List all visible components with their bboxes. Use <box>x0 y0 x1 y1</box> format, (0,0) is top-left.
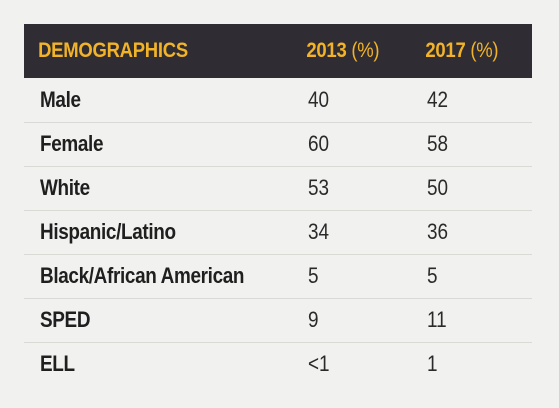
table-row: Black/African American 5 5 <box>24 254 532 298</box>
value-2017: 5 <box>427 263 438 288</box>
value-2013: 5 <box>308 263 319 288</box>
table-row: ELL <1 1 <box>24 342 532 386</box>
row-label: SPED <box>40 307 91 332</box>
header-2013: 2013 (%) <box>306 39 380 62</box>
table-body: Male 40 42 Female 60 58 White 53 50 Hisp… <box>24 78 532 386</box>
row-label: White <box>40 175 90 200</box>
value-2017: 58 <box>427 131 449 156</box>
value-2017: 11 <box>427 307 447 332</box>
header-row: DEMOGRAPHICS 2013 (%) 2017 (%) <box>24 24 532 78</box>
demographics-table-container: DEMOGRAPHICS 2013 (%) 2017 (%) Male 40 4… <box>24 24 532 386</box>
row-label: Female <box>40 131 104 156</box>
value-2017: 42 <box>427 86 449 112</box>
table-header: DEMOGRAPHICS 2013 (%) 2017 (%) <box>24 24 532 78</box>
table-row: Male 40 42 <box>24 78 532 122</box>
value-2017: 1 <box>427 351 438 377</box>
header-2017: 2017 (%) <box>425 39 499 62</box>
value-2013: 34 <box>308 219 330 244</box>
table-row: White 53 50 <box>24 166 532 210</box>
row-label: Male <box>40 86 81 112</box>
row-label: ELL <box>40 351 75 377</box>
table-row: Female 60 58 <box>24 122 532 166</box>
table-row: SPED 9 11 <box>24 298 532 342</box>
row-label: Hispanic/Latino <box>40 219 176 244</box>
header-title: DEMOGRAPHICS <box>38 39 188 62</box>
value-2017: 50 <box>427 175 449 200</box>
value-2017: 36 <box>427 219 449 244</box>
row-label: Black/African American <box>40 263 245 288</box>
value-2013: 9 <box>308 307 319 332</box>
value-2013: 53 <box>308 175 330 200</box>
value-2013: 60 <box>308 131 330 156</box>
table-row: Hispanic/Latino 34 36 <box>24 210 532 254</box>
value-2013: <1 <box>308 351 330 377</box>
demographics-table: DEMOGRAPHICS 2013 (%) 2017 (%) Male 40 4… <box>24 24 532 386</box>
value-2013: 40 <box>308 86 330 112</box>
